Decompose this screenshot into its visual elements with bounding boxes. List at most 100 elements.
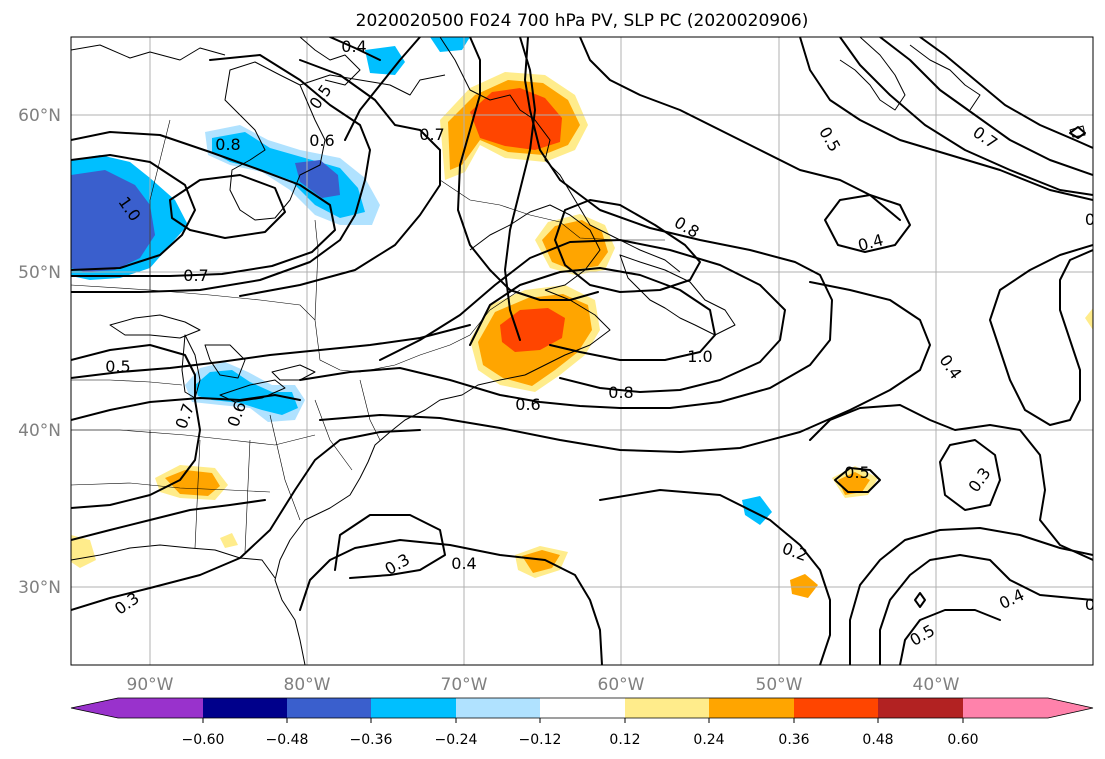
contour-label: 0.8	[215, 135, 240, 154]
contour-label: 0.5	[844, 463, 869, 482]
contour-west-low-inner	[71, 154, 196, 271]
latitude-labels: 60°N 50°N 40°N 30°N	[18, 106, 61, 598]
contour-gulf-closed	[554, 199, 701, 293]
contour-0p5-west-south	[71, 499, 266, 541]
colorbar-tick-label: 0.24	[693, 732, 724, 748]
map-frame	[70, 36, 1094, 666]
contour-small-closed-se	[914, 592, 926, 608]
lon-label: 80°W	[284, 675, 331, 695]
contour-label: 1.0	[687, 347, 712, 366]
contour-0p6-greatlakes	[71, 394, 301, 421]
colorbar-tick-label: −0.48	[266, 732, 309, 748]
contour-0p6-north	[71, 54, 371, 293]
colorbar-tick-label: 0.12	[609, 732, 640, 748]
positive-anomaly-south-us-core	[165, 470, 220, 496]
positive-anomaly-maine-core	[500, 308, 565, 352]
contour-east-ne-0p8	[919, 37, 1093, 149]
contour-0p2-south	[599, 489, 831, 665]
contour-labrador-inner	[504, 37, 536, 341]
border-us-states	[71, 379, 381, 553]
coastline-gulf-mexico	[71, 544, 276, 579]
contour-small-closed-ne	[1069, 126, 1086, 139]
colorbar-ticks	[202, 718, 964, 723]
border-provinces	[149, 119, 319, 321]
contour-label: 0.6	[515, 395, 540, 414]
contour-west-closed-0p8	[169, 174, 286, 239]
contour-0p4-east-outer	[809, 404, 1093, 561]
longitude-labels: 90°W 80°W 70°W 60°W 50°W 40°W	[127, 675, 960, 695]
contour-label: 0.6	[309, 131, 334, 150]
contour-0p3-south	[334, 514, 446, 579]
contour-se-0p4	[879, 554, 1093, 665]
positive-anomaly-east-edge	[1085, 308, 1093, 330]
contour-east-ne-0p6	[839, 37, 1093, 196]
contour-label: 0	[1085, 210, 1095, 229]
contour-0p4-north	[329, 37, 381, 61]
negative-anomaly-great-lakes-inner	[195, 370, 298, 415]
contour-label: 0.4	[341, 37, 366, 56]
colorbar-outline	[70, 697, 1094, 719]
contour-0p3-closed-east	[939, 439, 1001, 511]
contour-0p5-outer-east	[579, 37, 901, 221]
contour-east-ne-0p5	[799, 37, 1093, 201]
colorbar-segment	[203, 698, 287, 718]
colorbar-tick-labels: −0.60 −0.48 −0.36 −0.24 −0.12 0.12 0.24 …	[182, 732, 979, 748]
contour-west-low-outer	[71, 131, 336, 277]
lon-label: 70°W	[441, 675, 488, 695]
contour-label: 0.8	[608, 383, 633, 402]
positive-anomaly-south-atl	[790, 574, 818, 598]
colorbar-segment	[371, 698, 456, 718]
coastline-nova-scotia	[524, 289, 611, 376]
coastline-great-lakes-ontario	[271, 364, 316, 381]
contour-0p4-east-band	[989, 244, 1093, 426]
coastline-arctic-islands	[71, 44, 226, 61]
slp-contours	[71, 37, 1093, 665]
colorbar-segment	[287, 698, 371, 718]
lon-label: 50°W	[756, 675, 803, 695]
colorbar-tick-label: −0.12	[519, 732, 562, 748]
contour-0p3-south-wide	[71, 429, 421, 611]
figure-title: 2020020500 F024 700 hPa PV, SLP PC (2020…	[356, 11, 809, 31]
coastline-great-lakes-huron	[204, 344, 246, 379]
contour-label: 0.5	[105, 357, 130, 376]
contour-0p5-mid	[71, 324, 471, 379]
contour-0p4-center-east	[319, 281, 931, 453]
coastline-us-east	[274, 374, 526, 665]
colorbar-tick-label: 0.60	[947, 732, 978, 748]
lon-label: 90°W	[127, 675, 174, 695]
contour-labrador-0p8	[457, 37, 599, 301]
lat-label: 50°N	[18, 263, 61, 283]
positive-anomaly-small-se	[220, 533, 238, 548]
colorbar-tick-label: −0.24	[435, 732, 478, 748]
negative-anomaly-hudson-core	[295, 160, 340, 198]
positive-anomaly-labrador-core	[470, 88, 562, 150]
contour-0p8-center	[379, 239, 786, 393]
colorbar-segment	[71, 698, 203, 718]
contour-0p6-center	[299, 37, 833, 409]
contour-label: 0.7	[419, 125, 444, 144]
colorbar-tick-label: 0.48	[862, 732, 893, 748]
coastline-baffin-island	[299, 37, 361, 86]
coastline-hudson-bay	[224, 61, 326, 221]
lon-label: 40°W	[913, 675, 960, 695]
coastline-great-lakes-superior	[109, 314, 201, 339]
coastline-greenland	[839, 37, 981, 111]
contour-0p4-south	[299, 539, 603, 665]
coastline-hudson-strait	[299, 74, 446, 96]
map-area: 0.4 0.5 0.8 0.6 0.7 1.0 0.7 0.5 0.8 0.5 …	[70, 36, 1095, 666]
positive-anomaly-west-edge	[71, 535, 96, 568]
colorbar: −0.60 −0.48 −0.36 −0.24 −0.12 0.12 0.24 …	[70, 697, 1094, 748]
colorbar-tick-label: −0.36	[350, 732, 393, 748]
colorbar-segment	[794, 698, 878, 718]
colorbar-segment	[625, 698, 709, 718]
negative-anomaly-north-2	[430, 37, 470, 52]
lon-label: 60°W	[598, 675, 645, 695]
contour-0p7-greatlakes	[71, 344, 201, 509]
colorbar-segment	[456, 698, 540, 718]
colorbar-segment	[540, 698, 625, 718]
contour-label: 0.7	[183, 266, 208, 285]
contour-0p5-north	[344, 37, 421, 141]
lat-label: 40°N	[18, 421, 61, 441]
contour-1p0-center	[469, 267, 716, 361]
